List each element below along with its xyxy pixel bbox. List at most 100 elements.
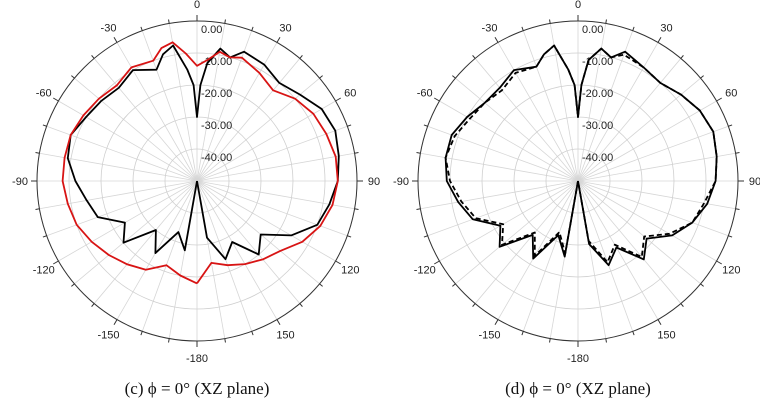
angle-tick-label: -30	[101, 23, 117, 35]
grid-spoke	[93, 180, 198, 304]
grid-spoke	[116, 180, 198, 320]
grid-spoke	[427, 180, 579, 237]
angle-tick-label: 120	[341, 265, 359, 277]
angle-tick-mark	[224, 338, 226, 343]
angle-tick-label: -30	[482, 23, 498, 35]
angle-tick-label: -180	[567, 353, 589, 365]
series-line-2	[61, 41, 339, 285]
angle-tick-label: 0	[575, 0, 581, 11]
angle-tick-label: -90	[393, 176, 409, 188]
grid-spoke	[116, 42, 198, 182]
angle-tick-mark	[299, 55, 303, 59]
angle-tick-label: 120	[722, 265, 740, 277]
grid-spoke	[58, 100, 198, 182]
angle-tick-mark	[35, 152, 40, 154]
angle-tick-mark	[354, 208, 359, 210]
angle-tick-mark	[452, 283, 456, 287]
grid-spoke	[577, 180, 682, 304]
angle-tick-mark	[735, 152, 740, 154]
angle-tick-mark	[416, 152, 421, 154]
angle-tick-mark	[716, 260, 723, 265]
grid-spoke	[577, 180, 729, 237]
angle-tick-mark	[113, 36, 118, 43]
angle-tick-mark	[680, 55, 684, 59]
grid-spoke	[474, 58, 579, 182]
angle-tick-mark	[423, 124, 428, 127]
angle-tick-mark	[224, 19, 226, 24]
angle-tick-mark	[657, 36, 662, 43]
angle-tick-mark	[71, 75, 75, 79]
angle-tick-mark	[140, 331, 143, 336]
angle-tick-mark	[347, 235, 352, 238]
grid-spoke	[93, 58, 198, 182]
angle-tick-mark	[433, 260, 440, 265]
angle-tick-mark	[335, 97, 342, 102]
grid-spoke	[74, 180, 198, 285]
grid-spoke	[39, 152, 198, 182]
angle-tick-mark	[423, 235, 428, 238]
grid-spoke	[196, 30, 253, 182]
grid-spoke	[196, 180, 253, 332]
angle-tick-mark	[91, 55, 95, 59]
grid-spoke	[196, 180, 278, 320]
grid-spoke	[577, 180, 717, 262]
angle-tick-label: 90	[368, 176, 380, 188]
angle-tick-mark	[319, 75, 323, 79]
grid-spoke	[58, 180, 198, 262]
grid-ring	[164, 148, 230, 214]
radial-tick-label: 0.00	[582, 24, 603, 36]
grid-spoke	[420, 180, 579, 210]
grid-spoke	[141, 180, 198, 332]
grid-spoke	[577, 180, 701, 285]
angle-tick-mark	[347, 124, 352, 127]
angle-tick-label: 90	[749, 176, 760, 188]
grid-spoke	[474, 180, 579, 304]
angle-tick-mark	[52, 260, 59, 265]
angle-tick-mark	[549, 338, 551, 343]
grid-spoke	[46, 180, 198, 237]
grid-ring	[68, 52, 326, 310]
angle-tick-mark	[251, 26, 254, 31]
angle-tick-mark	[700, 75, 704, 79]
angle-tick-label: -180	[186, 353, 208, 365]
grid-ring	[545, 148, 611, 214]
angle-tick-label: 30	[279, 23, 291, 35]
angle-tick-label: 150	[276, 329, 294, 341]
radial-tick-label: -20.00	[582, 88, 613, 100]
angle-tick-label: -150	[97, 329, 119, 341]
grid-spoke	[39, 180, 198, 210]
grid-spoke	[577, 125, 729, 182]
angle-tick-mark	[140, 26, 143, 31]
grid-spoke	[427, 125, 579, 182]
angle-tick-mark	[452, 75, 456, 79]
grid-spoke	[577, 180, 634, 332]
grid-spoke	[577, 42, 659, 182]
angle-tick-mark	[728, 124, 733, 127]
grid-spoke	[577, 30, 634, 182]
angle-tick-mark	[113, 319, 118, 326]
grid-spoke	[577, 180, 736, 210]
grid-spoke	[141, 30, 198, 182]
radial-tick-label: 0.00	[201, 24, 222, 36]
series-line-2	[444, 44, 718, 264]
angle-tick-mark	[276, 319, 281, 326]
angle-tick-mark	[35, 208, 40, 210]
grid-spoke	[196, 180, 301, 304]
grid-spoke	[455, 180, 579, 285]
angle-tick-label: -150	[478, 329, 500, 341]
angle-tick-mark	[632, 331, 635, 336]
radial-tick-label: -20.00	[201, 88, 232, 100]
grid-spoke	[196, 152, 355, 182]
angle-tick-label: 0	[194, 0, 200, 11]
angle-tick-label: -120	[33, 265, 55, 277]
figure-caption: (d) ϕ = 0° (XZ plane)	[505, 379, 651, 398]
grid-spoke	[577, 152, 736, 182]
radial-tick-label: -40.00	[201, 152, 232, 164]
angle-tick-mark	[276, 36, 281, 43]
radial-tick-label: -30.00	[201, 120, 232, 132]
angle-tick-label: -90	[12, 176, 28, 188]
angle-tick-label: 60	[344, 88, 356, 100]
angle-tick-mark	[168, 338, 170, 343]
angle-tick-mark	[319, 283, 323, 287]
